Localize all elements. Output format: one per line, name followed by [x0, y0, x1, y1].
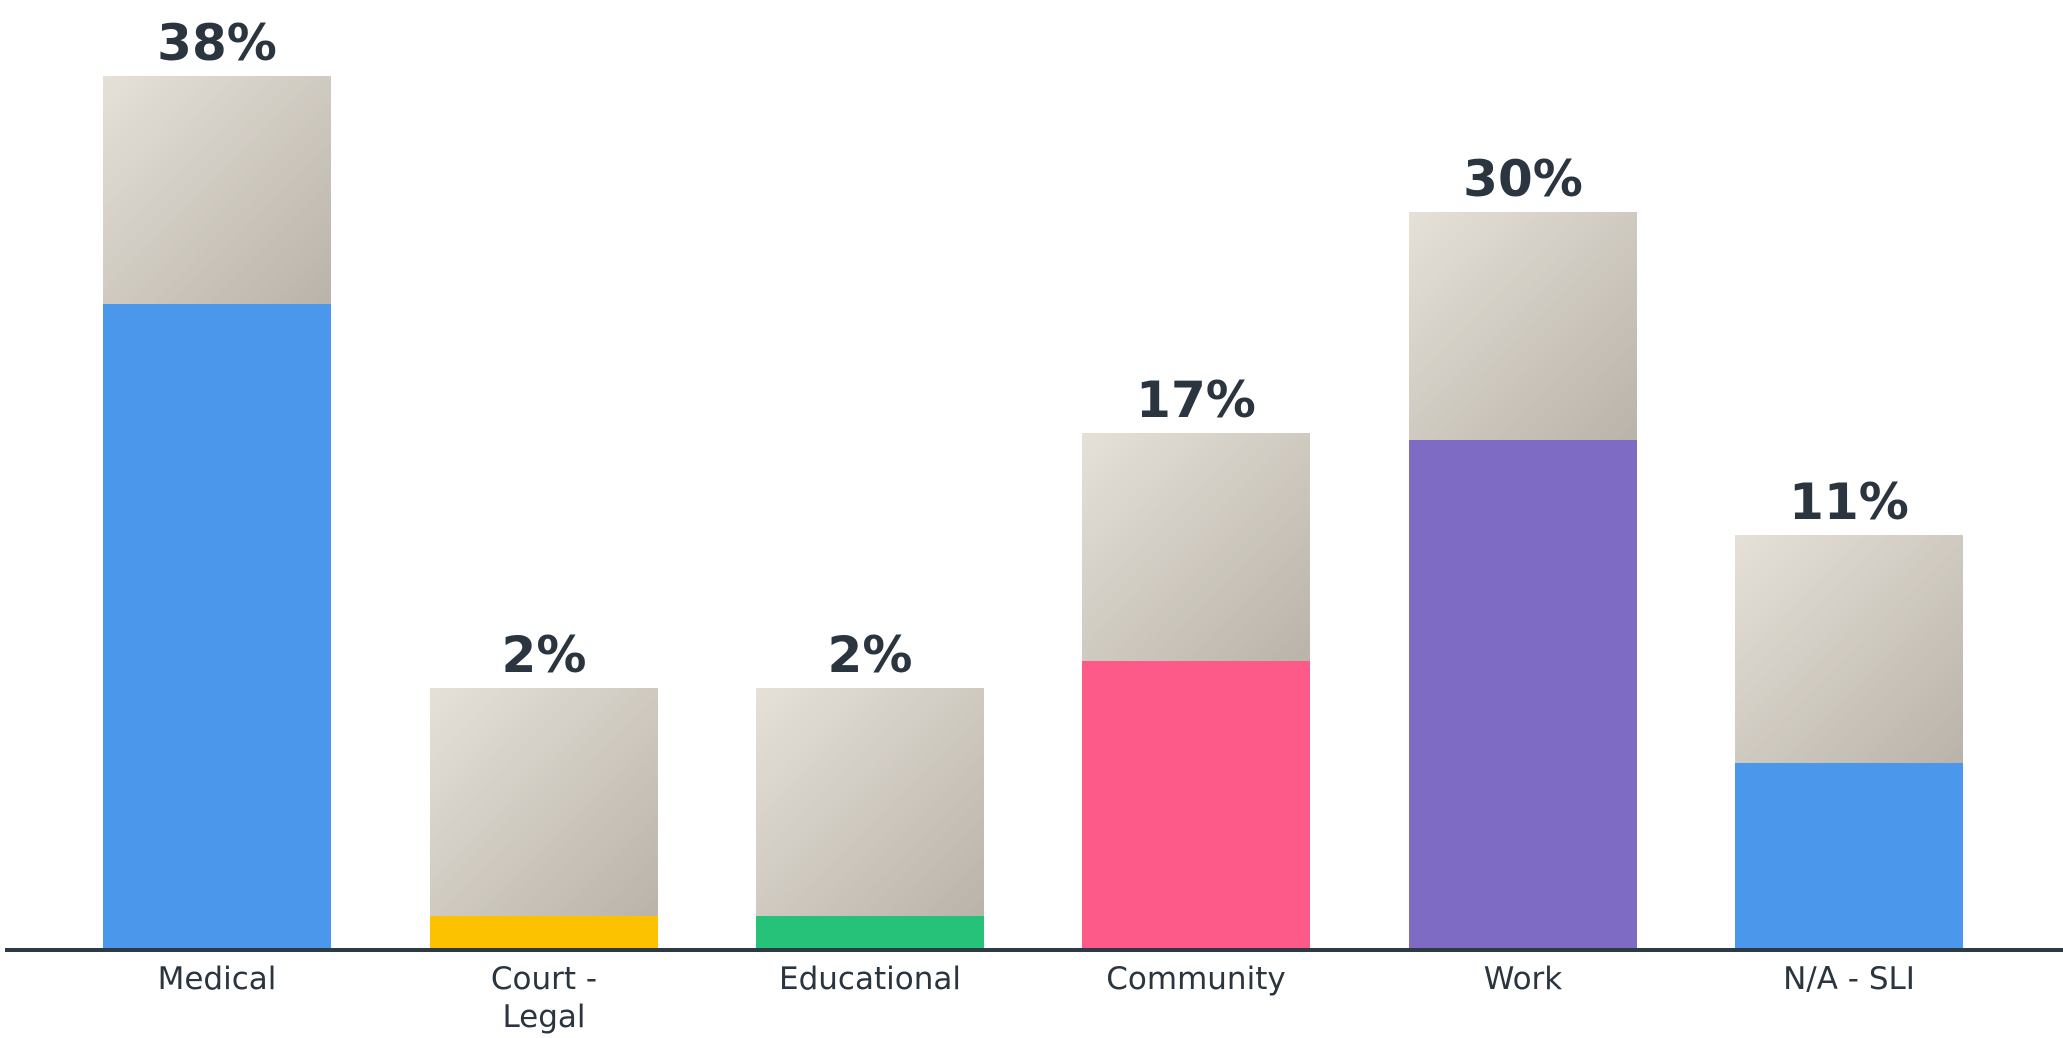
photo: [430, 688, 658, 916]
x-tick-label: Work: [1483, 961, 1563, 997]
photo: [1409, 212, 1637, 440]
photo: [756, 688, 984, 916]
x-tick-label: Community: [1106, 961, 1286, 997]
bar: [756, 916, 984, 950]
bar: [103, 304, 331, 950]
value-label: 30%: [1463, 150, 1583, 208]
bar: [430, 916, 658, 950]
bar: [1082, 661, 1310, 950]
value-label: 38%: [157, 14, 277, 72]
value-label: 11%: [1789, 473, 1909, 531]
photo: [103, 76, 331, 304]
value-label: 2%: [502, 626, 587, 684]
photo: [1735, 535, 1963, 763]
value-label: 17%: [1136, 371, 1256, 429]
x-tick-label: Medical: [157, 961, 277, 997]
bar: [1409, 440, 1637, 950]
x-tick-label: N/A - SLI: [1783, 961, 1915, 997]
x-tick-label: Court - Legal: [490, 961, 598, 1035]
x-tick-label: Educational: [779, 961, 961, 997]
bar: [1735, 763, 1963, 950]
value-label: 2%: [828, 626, 913, 684]
photo: [1082, 433, 1310, 661]
